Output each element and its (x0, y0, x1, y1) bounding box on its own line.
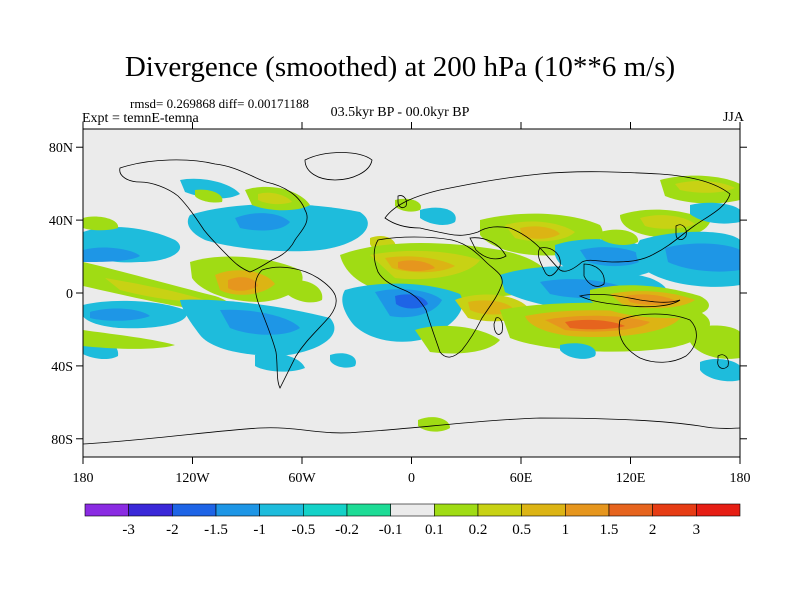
coastline-greenland (304, 152, 373, 181)
colorbar-swatch (303, 503, 348, 517)
contour-region (420, 207, 456, 225)
contour-field (83, 175, 740, 432)
contour-region (700, 359, 740, 382)
lon-tick-label: 180 (73, 471, 94, 486)
colorbar: -3 -2 -1.5 -1 -0.5 -0.2 -0.1 0.1 0.2 0.5 1 1.5 2 3 (84, 503, 741, 538)
coastline-australia (618, 313, 697, 363)
colorbar-label: -2 (166, 522, 179, 538)
coastline-indonesia (578, 293, 681, 308)
coastline-eurasia (384, 171, 731, 272)
contour-region (640, 215, 695, 229)
colorbar-label: 0.2 (469, 522, 488, 538)
period-label: 03.5kyr BP - 00.0kyr BP (330, 105, 470, 120)
contour-region (395, 294, 428, 309)
colorbar-label: 0.1 (425, 522, 444, 538)
colorbar-swatch (259, 503, 304, 517)
contour-region (330, 353, 356, 368)
colorbar-swatch (565, 503, 610, 517)
lon-tick-label: 0 (408, 471, 415, 486)
contour-region (220, 309, 300, 335)
axis-ticks: 180 120W 60W 0 60E 120E 180 80N 40N 0 40S 80S (49, 122, 751, 486)
lat-tick-label: 0 (66, 287, 73, 302)
contour-region (235, 213, 290, 231)
lon-tick-label: 180 (730, 471, 751, 486)
lat-tick-label: 80N (49, 141, 73, 156)
contour-region (675, 181, 735, 193)
contour-region (690, 325, 740, 359)
coastline-south-america (254, 266, 337, 389)
experiment-label: Expt = temnE-temna (82, 111, 199, 126)
lat-tick-label: 80S (51, 433, 73, 448)
colorbar-swatch (172, 503, 217, 517)
contour-region (83, 330, 175, 349)
contour-region (83, 247, 140, 262)
contour-region (560, 343, 596, 359)
lat-tick-label: 40N (49, 214, 73, 229)
coastline-africa (373, 236, 503, 358)
colorbar-label: -1 (253, 522, 266, 538)
coastline-north-america (119, 159, 308, 273)
colorbar-label: -3 (122, 522, 135, 538)
colorbar-swatch (696, 503, 741, 517)
colorbar-label: 1.5 (600, 522, 619, 538)
colorbar-label: 0.5 (512, 522, 531, 538)
contour-region (398, 260, 435, 271)
contour-region (418, 417, 450, 432)
coastline-japan (675, 224, 687, 240)
coastline-arabia (469, 237, 507, 260)
colorbar-swatch (434, 503, 479, 517)
colorbar-label: -0.1 (379, 522, 403, 538)
season-label: JJA (722, 110, 744, 125)
contour-region (83, 216, 119, 231)
contour-region (285, 280, 323, 303)
contour-region (258, 192, 292, 205)
colorbar-swatch (608, 503, 653, 517)
lon-tick-label: 120W (175, 471, 210, 486)
colorbar-label: 3 (693, 522, 701, 538)
colorbar-swatch (128, 503, 173, 517)
colorbar-swatch (215, 503, 260, 517)
colorbar-swatch (84, 503, 129, 517)
contour-region (105, 278, 205, 302)
contour-region (600, 229, 639, 245)
coastline-india (537, 247, 561, 277)
contour-region (228, 277, 258, 291)
colorbar-label: -1.5 (204, 522, 228, 538)
chart-title: Divergence (smoothed) at 200 hPa (10**6 … (124, 51, 676, 83)
coastline-madagascar (493, 317, 503, 335)
colorbar-label: -0.5 (291, 522, 315, 538)
colorbar-label: -0.2 (335, 522, 359, 538)
coastline-uk (397, 195, 407, 209)
coastline-southeast-asia (583, 263, 605, 287)
colorbar-label: 1 (562, 522, 570, 538)
contour-region (195, 189, 223, 203)
colorbar-swatch (390, 503, 435, 517)
coastlines (83, 152, 740, 445)
contour-region (520, 226, 560, 239)
contour-region (90, 308, 150, 321)
colorbar-swatch (346, 503, 391, 517)
colorbar-label: 2 (649, 522, 657, 538)
lon-tick-label: 60W (288, 471, 316, 486)
lon-tick-label: 60E (510, 471, 533, 486)
colorbar-swatch (652, 503, 697, 517)
contour-region (690, 202, 740, 224)
colorbar-swatch (521, 503, 566, 517)
colorbar-swatch (477, 503, 522, 517)
coastline-new-zealand (717, 354, 729, 369)
stats-label: rmsd= 0.269868 diff= 0.00171188 (130, 96, 309, 111)
contour-region (415, 325, 500, 354)
contour-region (565, 319, 625, 330)
lon-tick-label: 120E (616, 471, 646, 486)
coastline-antarctica (83, 417, 740, 445)
contour-region (395, 198, 421, 212)
contour-region (255, 353, 305, 372)
contour-region (665, 243, 740, 272)
lat-tick-label: 40S (51, 360, 73, 375)
